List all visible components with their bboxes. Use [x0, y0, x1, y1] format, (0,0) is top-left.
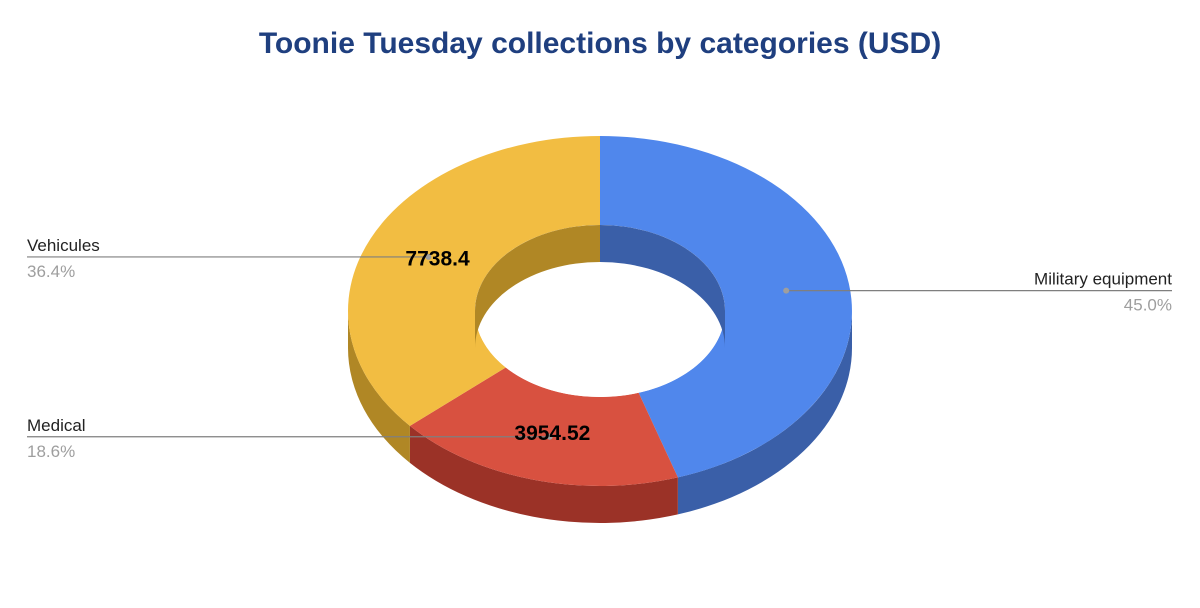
- leader-dot-vehicules: [425, 253, 432, 260]
- value-label-medical: 3954.52: [514, 422, 590, 445]
- percent-label-vehicules: 36.4%: [27, 262, 75, 281]
- category-label-vehicules: Vehicules: [27, 236, 100, 255]
- percent-label-military-equipment: 45.0%: [1124, 296, 1172, 315]
- leader-dot-medical: [546, 433, 553, 440]
- slice-vehicules: [348, 136, 600, 426]
- slice-side-vehicules: [348, 311, 410, 463]
- slice-inner-wall-vehicules: [475, 225, 600, 348]
- slice-side-military-equipment: [677, 311, 852, 515]
- slices-layer: [348, 136, 852, 523]
- percent-label-medical: 18.6%: [27, 442, 75, 461]
- category-label-military-equipment: Military equipment: [1034, 270, 1172, 289]
- value-label-vehicules: 7738.4: [405, 248, 470, 271]
- chart-title: Toonie Tuesday collections by categories…: [259, 27, 941, 60]
- slice-inner-wall-military-equipment: [600, 225, 725, 348]
- leader-dot-military-equipment: [783, 287, 790, 294]
- slice-medical: [409, 367, 678, 486]
- slice-military-equipment: [600, 136, 852, 478]
- category-label-medical: Medical: [27, 416, 86, 435]
- labels-layer: Military equipment 45.0% Medical 18.6% 3954.…: [27, 236, 1172, 461]
- slice-side-medical: [409, 425, 678, 523]
